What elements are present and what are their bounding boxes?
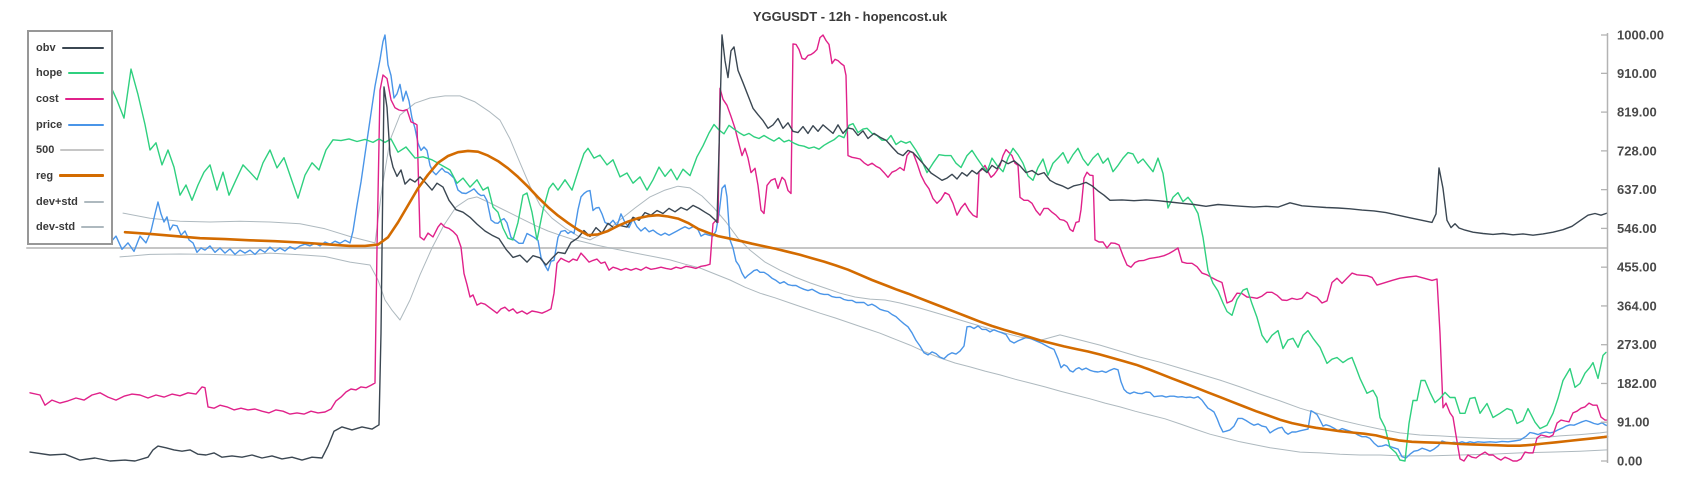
legend-item-obv[interactable]: obv	[36, 42, 104, 54]
legend-label: reg	[36, 169, 54, 182]
y-axis-tick-label: 364.00	[1617, 298, 1657, 313]
legend-label: 500	[36, 144, 55, 157]
y-axis-tick-label: 637.00	[1617, 182, 1657, 197]
legend-item-price[interactable]: price	[36, 119, 104, 131]
legend-item-dev-minus-std[interactable]: dev-std	[36, 221, 104, 233]
series-line-dev_minus	[119, 196, 1608, 457]
legend-label: cost	[36, 93, 59, 106]
legend-line-swatch	[83, 200, 104, 203]
y-axis-tick-label: 0.00	[1617, 454, 1642, 469]
y-axis-tick-label: 728.00	[1617, 143, 1657, 158]
y-axis-tick-label: 1000.00	[1617, 28, 1664, 43]
legend-item-hope[interactable]: hope	[36, 67, 104, 79]
legend-label: dev+std	[36, 195, 78, 208]
legend-label: hope	[36, 67, 63, 80]
y-axis-tick-label: 819.00	[1617, 105, 1657, 120]
legend-line-swatch	[68, 123, 104, 126]
y-axis-tick-label: 546.00	[1617, 221, 1657, 236]
y-axis-tick-label: 455.00	[1617, 260, 1657, 275]
legend-label: obv	[36, 41, 56, 54]
legend: obv hope cost price 500 reg dev+std dev	[27, 30, 113, 245]
legend-line-swatch	[60, 149, 104, 152]
legend-item-dev-plus-std[interactable]: dev+std	[36, 196, 104, 208]
series-line-obv	[29, 34, 1608, 462]
legend-item-500[interactable]: 500	[36, 144, 104, 156]
series-line-price	[109, 34, 1608, 459]
legend-line-swatch	[81, 226, 104, 229]
legend-item-reg[interactable]: reg	[36, 170, 104, 182]
legend-line-swatch	[61, 46, 104, 49]
legend-line-swatch	[59, 174, 104, 178]
series-line-cost	[29, 34, 1608, 462]
y-axis-tick-label: 910.00	[1617, 66, 1657, 81]
series-line-reg	[123, 149, 1609, 448]
legend-line-swatch	[64, 98, 104, 101]
series-line-dev_plus	[122, 95, 1608, 440]
legend-label: dev-std	[36, 221, 76, 234]
page-title: YGGUSDT - 12h - hopencost.uk	[752, 9, 948, 24]
y-axis-tick-label: 91.00	[1617, 415, 1650, 430]
y-axis-tick-label: 182.00	[1617, 376, 1657, 391]
y-axis-right: 1000.00 910.00 819.00 728.00 637.00 546.00 455…	[1601, 28, 1664, 469]
legend-label: price	[36, 118, 63, 131]
y-axis-tick-label: 273.00	[1617, 337, 1657, 352]
legend-line-swatch	[68, 72, 104, 75]
series-line-hope	[109, 68, 1607, 462]
legend-item-cost[interactable]: cost	[36, 93, 104, 105]
